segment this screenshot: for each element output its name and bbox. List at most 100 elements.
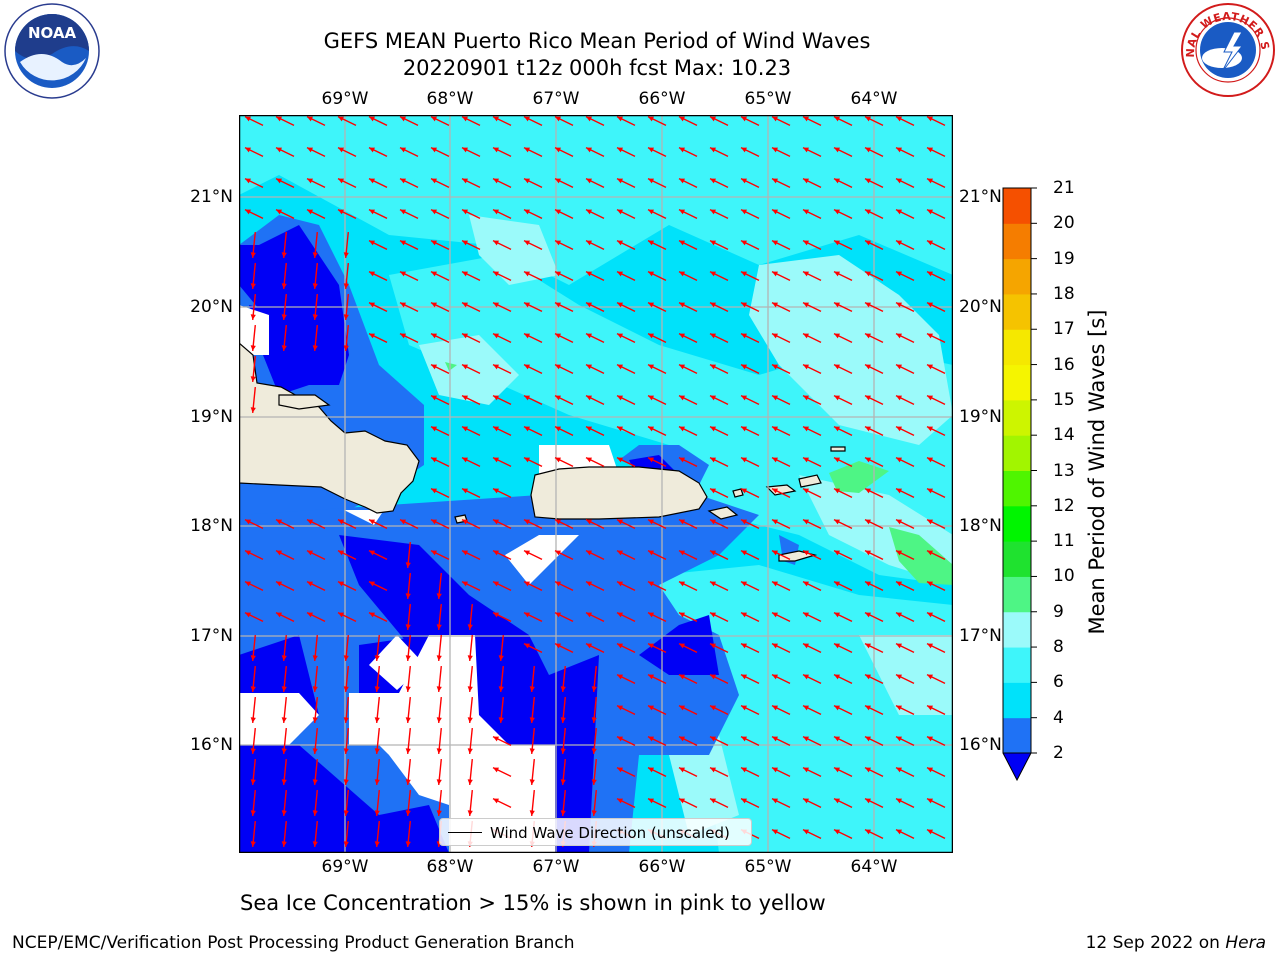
colorbar-tick-label: 13 xyxy=(1053,460,1075,481)
wind-wave-arrowhead xyxy=(833,116,840,122)
wind-wave-arrowhead xyxy=(740,209,747,215)
wind-wave-arrowhead xyxy=(709,395,716,401)
wind-wave-arrowhead xyxy=(585,240,592,246)
lon-label-top: 69°W xyxy=(321,89,369,109)
wind-wave-arrowhead xyxy=(492,333,499,339)
wind-wave-arrowhead xyxy=(647,116,654,122)
wind-wave-arrowhead xyxy=(802,674,809,680)
wind-wave-arrowhead xyxy=(895,364,902,370)
wind-wave-arrowhead xyxy=(337,147,344,153)
colorbar-tick-label: 11 xyxy=(1053,531,1075,552)
wind-wave-arrowhead xyxy=(616,209,623,215)
wind-wave-arrowhead xyxy=(281,810,287,816)
wind-wave-arrowhead xyxy=(926,767,933,773)
wind-wave-arrowhead xyxy=(467,624,473,630)
wind-wave-arrowhead xyxy=(461,395,468,401)
wind-wave-arrowhead xyxy=(343,283,349,289)
wind-wave-arrowhead xyxy=(399,271,406,277)
wind-wave-arrowhead xyxy=(616,457,623,463)
wind-wave-arrowhead xyxy=(647,705,654,711)
wind-wave-arrowhead xyxy=(281,314,287,320)
wind-wave-arrowhead xyxy=(461,364,468,370)
wind-wave-arrowhead xyxy=(864,581,871,587)
lat-label-right: 19°N xyxy=(959,407,1002,427)
wind-wave-arrowhead xyxy=(492,209,499,215)
wind-wave-arrowhead xyxy=(461,426,468,432)
wind-wave-arrowhead xyxy=(554,612,561,618)
wind-wave-arrowhead xyxy=(616,798,623,804)
wind-wave-arrowhead xyxy=(926,457,933,463)
wind-wave-arrowhead xyxy=(436,686,442,692)
wind-wave-arrowhead xyxy=(709,767,716,773)
wind-wave-arrowhead xyxy=(647,612,654,618)
wind-wave-arrowhead xyxy=(771,426,778,432)
colorbar-tick-label: 9 xyxy=(1053,601,1064,622)
wind-wave-arrowhead xyxy=(647,240,654,246)
wind-wave-arrowhead xyxy=(554,271,561,277)
wind-wave-arrowhead xyxy=(430,519,437,525)
colorbar-tick-label: 19 xyxy=(1053,248,1075,269)
wind-wave-arrowhead xyxy=(802,519,809,525)
wind-wave-arrowhead xyxy=(616,705,623,711)
colorbar-tick-label: 12 xyxy=(1053,495,1075,516)
wind-wave-arrowhead xyxy=(343,748,349,754)
wind-wave-arrowhead xyxy=(585,643,592,649)
wind-wave-arrowhead xyxy=(554,581,561,587)
wind-wave-arrowhead xyxy=(833,581,840,587)
wind-wave-arrowhead xyxy=(740,798,747,804)
wind-wave-arrowhead xyxy=(250,717,256,723)
wind-wave-arrowhead xyxy=(802,829,809,835)
wind-wave-arrowhead xyxy=(430,395,437,401)
lat-label-right: 17°N xyxy=(959,626,1002,646)
wind-wave-arrowhead xyxy=(523,240,530,246)
wind-wave-arrowhead xyxy=(281,779,287,785)
wind-wave-arrowhead xyxy=(560,748,566,754)
wind-wave-arrowhead xyxy=(616,519,623,525)
wind-wave-arrowhead xyxy=(461,240,468,246)
wind-wave-arrowhead xyxy=(771,829,778,835)
colorbar-tick-label: 21 xyxy=(1053,178,1075,198)
wind-wave-arrowhead xyxy=(771,116,778,122)
colorbar-tick-label: 10 xyxy=(1053,566,1075,587)
chart-subtitle: 20220901 t12z 000h fcst Max: 10.23 xyxy=(402,56,792,80)
wind-wave-arrowhead xyxy=(585,519,592,525)
wind-wave-arrowhead xyxy=(244,550,251,556)
wind-wave-arrowhead xyxy=(343,841,349,847)
wind-wave-arrowhead xyxy=(709,426,716,432)
wind-wave-arrowhead xyxy=(864,147,871,153)
wind-wave-arrowhead xyxy=(833,612,840,618)
lon-label-bottom: 67°W xyxy=(532,857,580,877)
wind-wave-arrowhead xyxy=(554,457,561,463)
wind-wave-arrowhead xyxy=(467,779,473,785)
wind-wave-arrowhead xyxy=(895,488,902,494)
wind-wave-arrowhead xyxy=(436,717,442,723)
wind-wave-arrowhead xyxy=(895,829,902,835)
sea-ice-note: Sea Ice Concentration > 15% is shown in … xyxy=(240,891,826,915)
colorbar-tick-label: 14 xyxy=(1053,425,1075,446)
map-panel xyxy=(239,115,953,853)
colorbar-segment xyxy=(1003,647,1031,683)
wind-wave-arrowhead xyxy=(833,271,840,277)
wind-wave-arrowhead xyxy=(647,674,654,680)
wind-wave-arrowhead xyxy=(895,209,902,215)
wind-wave-arrowhead xyxy=(616,426,623,432)
wind-wave-arrowhead xyxy=(436,593,442,599)
wind-wave-arrowhead xyxy=(864,333,871,339)
wind-wave-arrowhead xyxy=(926,674,933,680)
colorbar-segment xyxy=(1003,223,1031,260)
wind-wave-arrowhead xyxy=(312,810,318,816)
wind-wave-arrowhead xyxy=(647,147,654,153)
wind-wave-arrowhead xyxy=(740,271,747,277)
wind-wave-arrowhead xyxy=(864,643,871,649)
wind-wave-arrowhead xyxy=(647,736,654,742)
wind-wave-arrowhead xyxy=(343,686,349,692)
colorbar-tick-label: 15 xyxy=(1053,389,1075,410)
wind-wave-arrowhead xyxy=(554,302,561,308)
wind-wave-arrowhead xyxy=(709,612,716,618)
wind-wave-arrowhead xyxy=(616,333,623,339)
wind-wave-arrowhead xyxy=(709,736,716,742)
lon-label-bottom: 64°W xyxy=(850,857,898,877)
colorbar-tick-label: 6 xyxy=(1053,672,1064,693)
wind-wave-arrowhead xyxy=(926,426,933,432)
colorbar-segment xyxy=(1003,717,1031,754)
